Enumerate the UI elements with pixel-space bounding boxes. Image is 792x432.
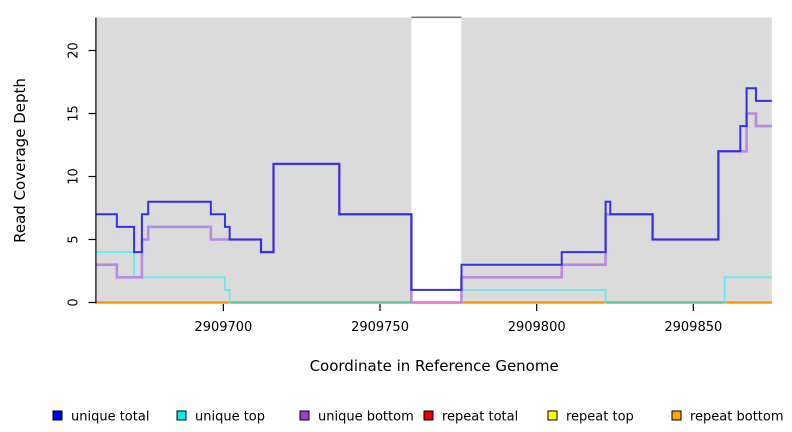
legend-label-repeat-bottom: repeat bottom <box>690 410 784 425</box>
y-tick-label: 20 <box>67 42 82 59</box>
legend-label-unique-bottom: unique bottom <box>318 410 414 425</box>
legend-label-repeat-top: repeat top <box>566 410 634 425</box>
legend-label-unique-top: unique top <box>195 410 265 425</box>
y-tick-label: 5 <box>67 235 82 243</box>
legend-swatch-unique-total <box>52 410 63 421</box>
x-tick-label: 2909700 <box>194 320 252 335</box>
legend-swatch-repeat-top <box>547 410 558 421</box>
x-tick-label: 2909750 <box>351 320 409 335</box>
y-tick-label: 10 <box>67 168 82 185</box>
x-tick-label: 2909850 <box>664 320 722 335</box>
series-line-unique-total <box>96 87 772 291</box>
legend-label-unique-total: unique total <box>71 410 149 425</box>
legend-swatch-unique-top <box>176 410 187 421</box>
legend-swatch-repeat-bottom <box>671 410 682 421</box>
legend-label-repeat-total: repeat total <box>442 410 518 425</box>
y-tick-label: 15 <box>67 105 82 122</box>
y-axis-title: Read Coverage Depth <box>11 78 29 243</box>
x-axis-title: Coordinate in Reference Genome <box>310 357 559 375</box>
coverage-gap-region <box>411 16 462 304</box>
x-tick-label: 2909800 <box>508 320 566 335</box>
legend-swatch-unique-bottom <box>299 410 310 421</box>
legend-swatch-repeat-total <box>423 410 434 421</box>
y-tick-label: 0 <box>67 298 82 306</box>
